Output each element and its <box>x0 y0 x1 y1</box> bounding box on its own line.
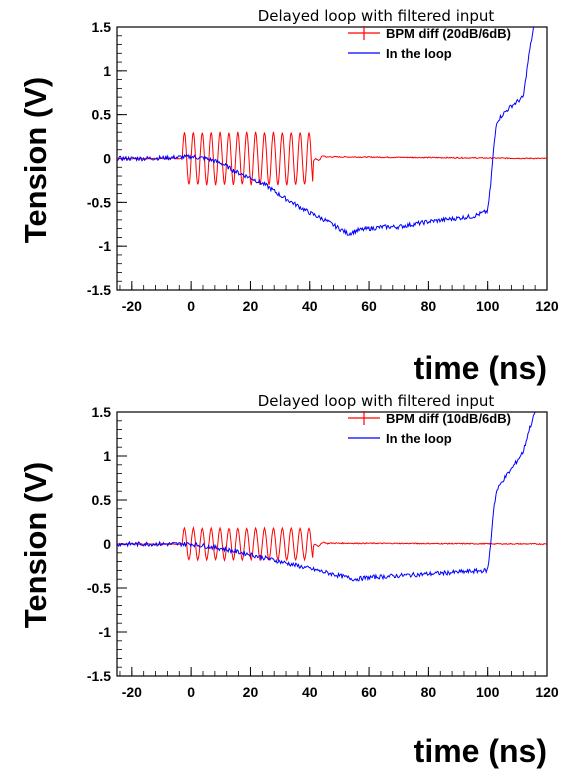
y-tick-label: 0.5 <box>92 107 112 123</box>
chart-1: Delayed loop with filtered input 1.5 1 0.5 0… <box>18 7 559 386</box>
x-tick-label: 100 <box>476 684 500 700</box>
series-line-bpm-diff <box>117 525 547 563</box>
legend-entry: In the loop <box>386 431 452 446</box>
x-tick-label: 120 <box>535 684 559 700</box>
x-tick-label: -20 <box>122 298 142 314</box>
legend-entry: In the loop <box>386 46 452 61</box>
x-tick-label: 40 <box>302 684 318 700</box>
y-axis-label: Tension (V) <box>18 462 53 628</box>
y-tick-label: -0.5 <box>87 580 111 596</box>
series-line-bpm-diff <box>117 131 547 186</box>
x-axis-label: time (ns) <box>414 350 547 386</box>
y-tick-label: -1 <box>99 238 112 254</box>
y-tick-label: -1 <box>99 624 112 640</box>
x-tick-label: 20 <box>243 684 259 700</box>
legend-entry: BPM diff (10dB/6dB) <box>386 411 511 426</box>
y-tick-label: -1.5 <box>87 282 111 298</box>
series-line-in-the-loop <box>117 27 535 237</box>
chart-2: Delayed loop with filtered input 1.5 1 0.5 0… <box>18 392 559 769</box>
x-tick-label: 120 <box>535 298 559 314</box>
x-tick-label: 0 <box>187 684 195 700</box>
y-tick-label: 0.5 <box>92 492 112 508</box>
legend-entry: BPM diff (20dB/6dB) <box>386 26 511 41</box>
y-tick-label: -0.5 <box>87 194 111 210</box>
x-tick-label: 100 <box>476 298 500 314</box>
x-tick-label: 80 <box>421 298 437 314</box>
y-tick-label: 0 <box>103 536 111 552</box>
chart-title: Delayed loop with filtered input <box>258 392 495 410</box>
series-line-in-the-loop <box>117 412 536 582</box>
x-tick-label: 60 <box>361 298 377 314</box>
x-tick-label: 20 <box>243 298 259 314</box>
chart-title: Delayed loop with filtered input <box>258 7 495 25</box>
y-tick-label: -1.5 <box>87 668 111 684</box>
y-axis-label: Tension (V) <box>18 77 53 243</box>
x-tick-label: -20 <box>122 684 142 700</box>
x-tick-label: 80 <box>421 684 437 700</box>
y-tick-label: 1.5 <box>92 19 112 35</box>
x-tick-label: 40 <box>302 298 318 314</box>
y-tick-label: 1.5 <box>92 404 112 420</box>
x-axis-label: time (ns) <box>414 733 547 769</box>
y-tick-label: 0 <box>103 151 111 167</box>
y-tick-label: 1 <box>103 448 111 464</box>
y-tick-label: 1 <box>103 63 111 79</box>
x-tick-label: 0 <box>187 298 195 314</box>
x-tick-label: 60 <box>361 684 377 700</box>
